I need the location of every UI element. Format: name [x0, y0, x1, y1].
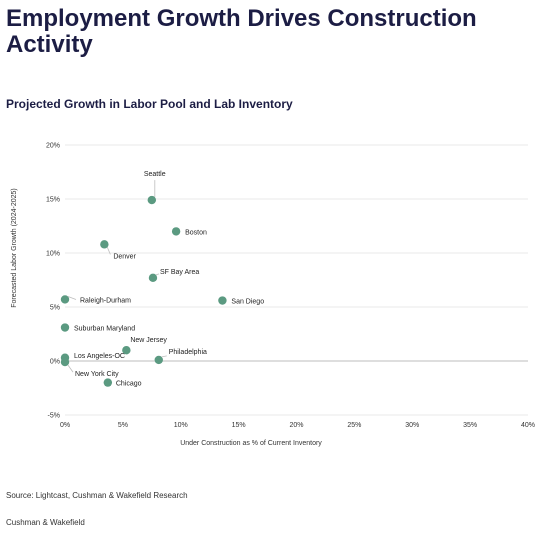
point-label: Boston — [185, 229, 207, 236]
x-tick-label: 35% — [463, 422, 477, 429]
y-tick-label: 5% — [50, 305, 60, 312]
point-label: Philadelphia — [169, 349, 207, 356]
label-leader-line — [67, 296, 77, 300]
label-leader-line — [106, 247, 111, 255]
source-note: Source: Lightcast, Cushman & Wakefield R… — [6, 491, 188, 500]
scatter-point — [103, 378, 113, 387]
scatter-point — [122, 346, 131, 355]
label-leader-line — [155, 273, 160, 276]
scatter-point — [154, 355, 163, 365]
point-label: Seattle — [144, 171, 166, 178]
point-label: San Diego — [231, 299, 264, 306]
point-label: Denver — [113, 253, 136, 260]
page-title: Employment Growth Drives Construction Ac… — [6, 5, 477, 58]
point-labels: Seattle Boston Denver SF Bay Area San Diego R… — [74, 171, 264, 388]
scatter-point — [60, 295, 70, 304]
scatter-point — [147, 195, 157, 205]
x-tick-labels: 0% 5% 10% 15% 20% 25% 30% 35% 40% — [60, 422, 535, 429]
x-tick-label: 25% — [347, 422, 361, 429]
y-tick-label: 20% — [46, 143, 60, 150]
point-label: Raleigh-Durham — [80, 297, 131, 304]
label-leaders — [67, 180, 167, 373]
scatter-point — [218, 296, 227, 305]
x-axis-label: Under Construction as % of Current Inven… — [180, 440, 322, 447]
chart-subtitle: Projected Growth in Labor Pool and Lab I… — [6, 97, 293, 111]
y-tick-label: 15% — [46, 197, 60, 204]
y-tick-label: 10% — [46, 251, 60, 258]
x-tick-label: 0% — [60, 422, 70, 429]
x-tick-label: 10% — [174, 422, 188, 429]
scatter-point — [171, 227, 181, 236]
footer-brand: Cushman & Wakefield — [6, 518, 85, 527]
y-tick-label: 0% — [50, 359, 60, 366]
scatter-point — [60, 357, 70, 367]
point-label: Chicago — [116, 381, 142, 388]
x-tick-label: 5% — [118, 422, 128, 429]
point-label: SF Bay Area — [160, 269, 199, 276]
x-tick-label: 20% — [289, 422, 303, 429]
scatter-point — [60, 323, 70, 332]
point-label: New Jersey — [130, 337, 167, 344]
label-leader-line — [161, 355, 167, 358]
data-points — [60, 195, 227, 387]
grid-layer — [65, 144, 528, 416]
scatter-point — [148, 273, 158, 283]
y-axis-label: Forecasted Labor Growth (2024-2025) — [11, 188, 18, 307]
y-tick-labels: -5% 0% 5% 10% 15% 20% — [46, 143, 60, 420]
point-label: New York City — [75, 371, 119, 378]
point-label: Los Angeles-OC — [74, 353, 125, 360]
x-tick-label: 15% — [232, 422, 246, 429]
point-label: Suburban Maryland — [74, 326, 135, 333]
x-tick-label: 40% — [521, 422, 535, 429]
label-leader-line — [67, 364, 74, 373]
y-tick-label: -5% — [48, 413, 60, 420]
scatter-chart: -5%0%5%10%15%20% 0% 5% 10% 15% 20% 25% 30% 35% 4… — [11, 143, 535, 448]
x-tick-label: 30% — [405, 422, 419, 429]
scatter-point — [100, 240, 109, 249]
